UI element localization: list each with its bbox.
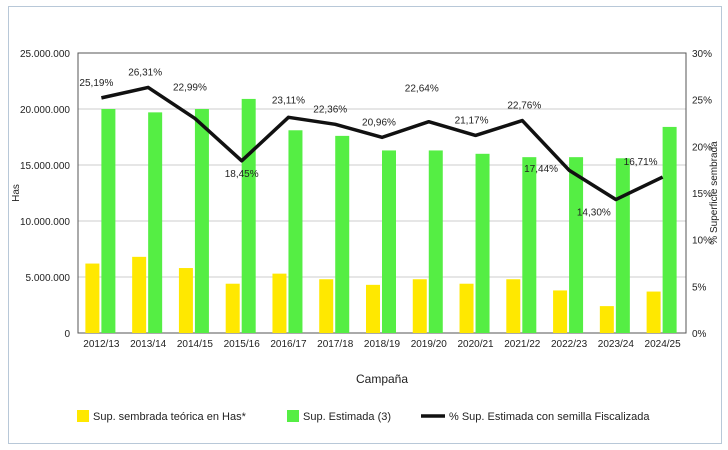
- legend-label: Sup. Estimada (3): [303, 411, 391, 423]
- bar-teorica: [366, 284, 380, 333]
- bar-estimada: [148, 112, 163, 333]
- chart-frame: 0 5.000.000 10.000.000 15.000.000 20.000.000…: [8, 6, 722, 444]
- y2-tick-label: 0%: [692, 329, 707, 340]
- y2-tick-label: 20%: [692, 142, 712, 153]
- bar-estimada: [428, 150, 443, 333]
- bar-estimada: [662, 126, 677, 333]
- legend-label: % Sup. Estimada con semilla Fiscalizada: [449, 411, 650, 423]
- bar-teorica: [599, 306, 614, 333]
- x-tick-label: 2021/22: [504, 339, 541, 350]
- bar-estimada: [288, 130, 303, 333]
- x-tick-label: 2016/17: [270, 339, 307, 350]
- x-tick-label: 2014/15: [177, 339, 214, 350]
- data-label: 17,44%: [524, 164, 558, 175]
- data-label: 21,17%: [455, 115, 489, 126]
- data-label: 23,11%: [272, 95, 305, 106]
- bar-estimada: [522, 157, 537, 333]
- data-label: 20,96%: [362, 117, 396, 128]
- x-tick-label: 2012/13: [83, 339, 120, 350]
- y2-axis-title: % Superficie sembrada: [709, 141, 720, 245]
- x-tick-label: 2017/18: [317, 339, 354, 350]
- line-fiscalizada: [101, 85, 664, 202]
- y-axis-title: Has: [11, 184, 22, 202]
- combo-chart: 0 5.000.000 10.000.000 15.000.000 20.000.000…: [11, 49, 720, 423]
- bar-teorica: [132, 256, 147, 333]
- legend-label: Sup. sembrada teórica en Has*: [93, 411, 247, 423]
- bar-teorica: [553, 290, 568, 333]
- data-label: 22,99%: [173, 82, 207, 93]
- data-label: 22,36%: [313, 104, 347, 115]
- legend-swatch-estimada: [287, 410, 299, 422]
- x-tick-label: 2020/21: [457, 339, 494, 350]
- bar-teorica: [459, 283, 474, 333]
- y2-tick-label: 15%: [692, 189, 712, 200]
- x-tick-label: 2015/16: [224, 339, 261, 350]
- bar-estimada: [194, 109, 209, 333]
- bar-estimada: [615, 158, 630, 333]
- data-label: 18,45%: [225, 169, 259, 180]
- bar-teorica: [412, 279, 427, 333]
- y-tick-label: 20.000.000: [20, 105, 70, 116]
- bar-teorica: [178, 268, 193, 333]
- legend-swatch-teorica: [77, 410, 89, 422]
- x-tick-label: 2018/19: [364, 339, 401, 350]
- y-tick-label: 0: [64, 329, 70, 340]
- bar-teorica: [85, 263, 100, 333]
- bar-teorica: [506, 279, 521, 333]
- bar-teorica: [272, 273, 287, 333]
- x-tick-label: 2013/14: [130, 339, 167, 350]
- bar-estimada: [101, 109, 116, 333]
- x-axis-title: Campaña: [356, 372, 408, 386]
- y-tick-label: 5.000.000: [26, 273, 71, 284]
- bar-estimada: [382, 150, 396, 333]
- y-tick-label: 10.000.000: [20, 217, 70, 228]
- data-label: 14,30%: [577, 208, 611, 219]
- data-label: 22,76%: [507, 101, 541, 112]
- y-tick-label: 15.000.000: [20, 161, 70, 172]
- x-tick-label: 2023/24: [598, 339, 635, 350]
- y2-tick-label: 10%: [692, 236, 712, 247]
- y2-tick-label: 5%: [692, 282, 707, 293]
- data-label: 22,64%: [405, 84, 439, 95]
- y2-tick-label: 30%: [692, 49, 712, 60]
- bar-estimada: [569, 157, 584, 333]
- bar-estimada: [241, 98, 256, 333]
- y-tick-label: 25.000.000: [20, 49, 70, 60]
- data-label: 16,71%: [624, 157, 658, 168]
- bar-estimada: [475, 153, 490, 333]
- x-tick-label: 2022/23: [551, 339, 588, 350]
- x-tick-label: 2024/25: [645, 339, 682, 350]
- bar-teorica: [225, 283, 240, 333]
- data-label: 26,31%: [128, 67, 162, 78]
- bar-estimada: [335, 135, 350, 333]
- bar-teorica: [646, 291, 661, 333]
- x-tick-label: 2019/20: [411, 339, 448, 350]
- bar-teorica: [319, 279, 334, 333]
- y2-tick-label: 25%: [692, 96, 712, 107]
- data-label: 25,19%: [79, 78, 113, 89]
